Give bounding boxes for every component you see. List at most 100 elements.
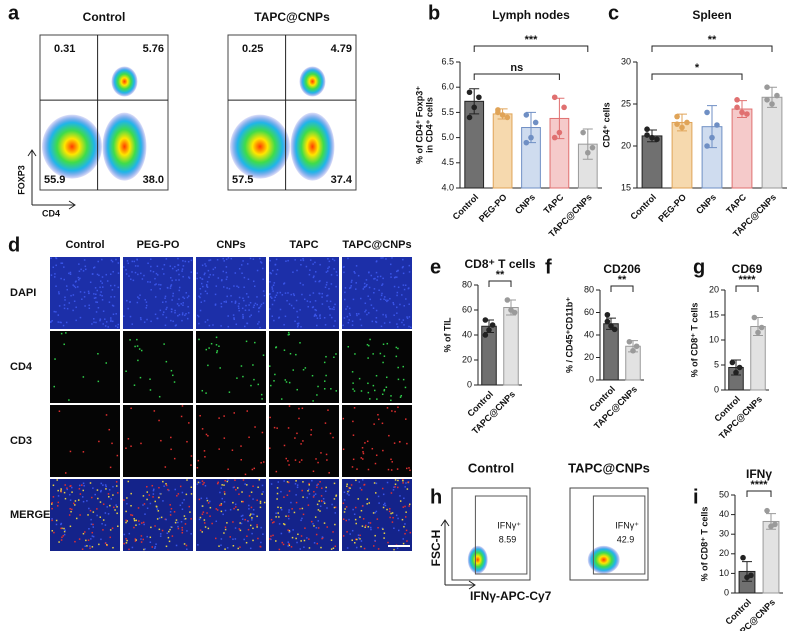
stain-speck — [137, 296, 139, 298]
stain-speck — [402, 258, 404, 261]
stain-speck — [354, 506, 357, 509]
stain-speck — [396, 323, 398, 325]
stain-speck — [183, 499, 185, 501]
stain-speck — [175, 544, 178, 547]
stain-speck — [316, 484, 318, 487]
stain-speck — [317, 509, 320, 511]
stain-speck — [84, 305, 86, 307]
stain-speck — [164, 518, 167, 521]
stain-speck — [169, 285, 172, 287]
stain-speck — [295, 353, 297, 356]
stain-speck — [60, 277, 62, 280]
y-tick-label: 30 — [621, 56, 631, 66]
stain-speck — [357, 274, 360, 277]
stain-speck — [371, 320, 374, 323]
stain-speck — [85, 268, 87, 271]
stain-speck — [320, 452, 322, 454]
stain-speck — [234, 479, 236, 481]
stain-speck — [321, 303, 324, 305]
stain-speck — [348, 319, 350, 321]
stain-speck — [92, 526, 95, 528]
stain-speck — [60, 491, 62, 493]
stain-speck — [300, 540, 302, 542]
stain-speck — [55, 285, 57, 287]
stain-speck — [154, 500, 156, 503]
stain-speck — [99, 516, 102, 518]
stain-speck — [168, 489, 170, 492]
stain-speck — [51, 320, 53, 322]
stain-speck — [303, 546, 305, 548]
stain-speck — [179, 485, 182, 488]
stain-speck — [333, 506, 336, 509]
stain-speck — [315, 526, 318, 529]
stain-speck — [219, 367, 221, 369]
stain-speck — [249, 315, 251, 318]
stain-speck — [83, 259, 86, 261]
stain-speck — [313, 315, 316, 317]
panel-letter: f — [545, 256, 552, 278]
stain-speck — [223, 260, 225, 262]
stain-speck — [51, 503, 53, 505]
stain-speck — [250, 506, 253, 509]
stain-speck — [345, 308, 347, 310]
stain-speck — [261, 431, 264, 434]
stain-speck — [292, 529, 294, 531]
stain-speck — [335, 495, 337, 497]
stain-speck — [307, 490, 309, 492]
stain-speck — [351, 539, 353, 541]
stain-speck — [393, 486, 395, 488]
stain-speck — [78, 538, 81, 540]
stain-speck — [301, 489, 303, 492]
significance-bracket — [735, 285, 759, 292]
stain-speck — [236, 487, 239, 489]
stain-speck — [301, 293, 303, 296]
stain-speck — [132, 279, 135, 282]
stain-speck — [170, 526, 172, 528]
stain-speck — [349, 487, 351, 489]
y-axis-label: % of CD4⁺ Foxp3⁺ — [414, 86, 424, 164]
stain-speck — [52, 496, 55, 498]
stain-speck — [394, 410, 396, 413]
stain-speck — [198, 322, 200, 325]
stain-speck — [273, 426, 276, 429]
stain-speck — [383, 322, 386, 324]
stain-speck — [325, 271, 328, 273]
y-tick-label: 40 — [584, 329, 594, 339]
data-point — [626, 338, 633, 345]
stain-speck — [382, 528, 384, 530]
stain-speck — [249, 257, 252, 260]
stain-speck — [248, 504, 250, 507]
stain-speck — [299, 342, 301, 344]
stain-speck — [256, 303, 259, 306]
stain-speck — [165, 545, 168, 548]
stain-speck — [238, 302, 240, 305]
stain-speck — [69, 450, 72, 453]
stain-speck — [287, 331, 290, 334]
stain-speck — [181, 531, 184, 534]
stain-speck — [251, 532, 253, 535]
stain-speck — [83, 484, 85, 487]
stain-speck — [220, 325, 222, 327]
stain-speck — [402, 479, 404, 482]
stain-speck — [312, 276, 315, 279]
stain-speck — [297, 533, 299, 536]
stain-speck — [208, 259, 210, 262]
stain-speck — [138, 523, 141, 526]
stain-speck — [157, 510, 160, 512]
stain-speck — [358, 481, 361, 483]
stain-speck — [359, 538, 361, 540]
stain-speck — [207, 269, 210, 272]
stain-speck — [293, 511, 296, 514]
stain-speck — [357, 498, 359, 500]
stain-speck — [351, 279, 353, 282]
stain-speck — [404, 505, 406, 508]
stain-speck — [302, 284, 304, 286]
stain-speck — [159, 309, 162, 312]
stain-speck — [239, 546, 241, 548]
stain-speck — [137, 273, 139, 276]
stain-speck — [112, 320, 114, 323]
column-label: TAPC@CNPs — [342, 239, 411, 251]
stain-speck — [314, 271, 317, 273]
stain-speck — [104, 318, 106, 320]
